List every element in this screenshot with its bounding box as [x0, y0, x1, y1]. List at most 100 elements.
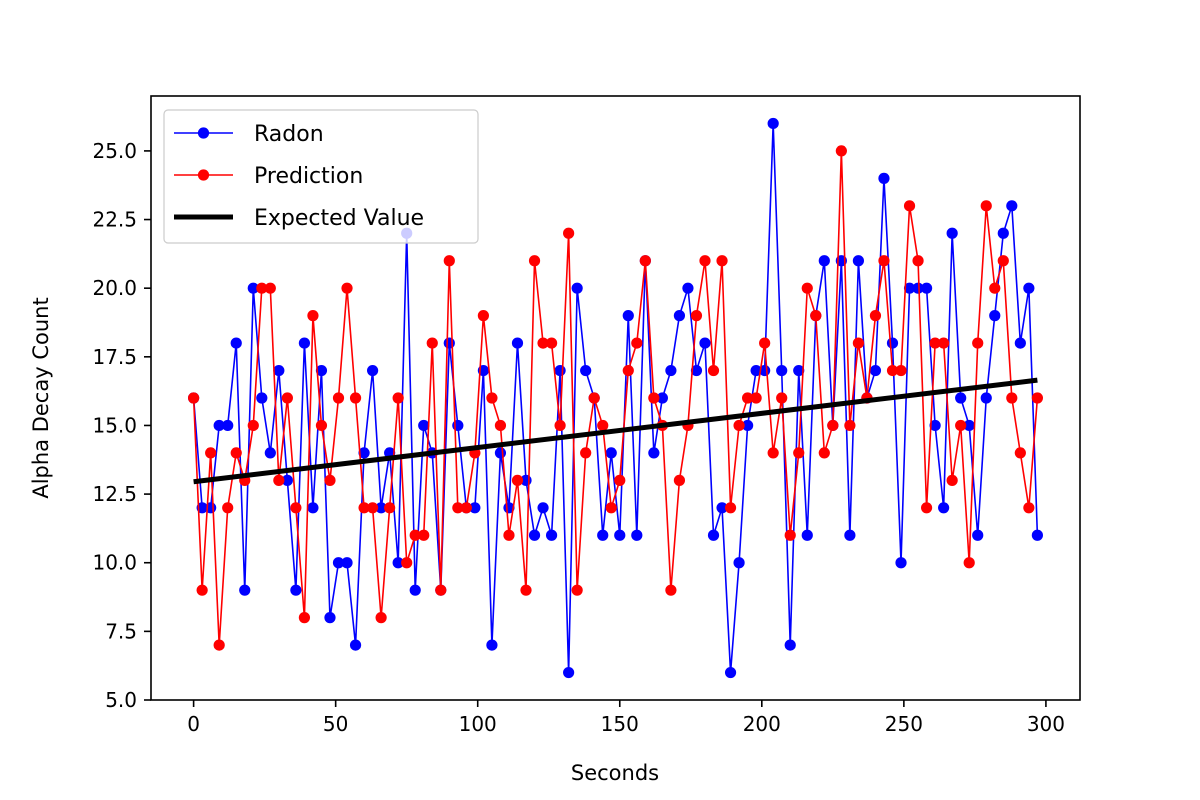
- data-point-prediction: [929, 337, 941, 349]
- y-tick-label: 20.0: [92, 276, 137, 300]
- data-point-radon: [511, 337, 524, 349]
- data-point-prediction: [980, 200, 992, 212]
- data-point-prediction: [205, 447, 217, 459]
- x-axis-label: Seconds: [571, 761, 659, 785]
- data-point-radon: [903, 282, 916, 294]
- data-point-prediction: [989, 282, 1001, 294]
- data-point-prediction: [1014, 447, 1026, 459]
- legend-marker-prediction: [197, 169, 210, 181]
- data-point-prediction: [264, 282, 276, 294]
- data-point-prediction: [545, 337, 558, 349]
- data-point-prediction: [827, 419, 839, 432]
- data-point-prediction: [494, 419, 507, 432]
- data-point-prediction: [222, 502, 234, 514]
- data-point-radon: [554, 364, 566, 377]
- data-point-prediction: [358, 502, 370, 514]
- data-point-prediction: [230, 447, 242, 459]
- data-point-radon: [690, 364, 703, 377]
- data-point-prediction: [367, 502, 379, 514]
- data-point-prediction: [1023, 502, 1035, 514]
- data-point-radon: [222, 419, 234, 432]
- data-point-prediction: [707, 364, 720, 377]
- data-point-radon: [912, 282, 924, 294]
- data-point-radon: [213, 419, 225, 432]
- data-point-radon: [920, 282, 933, 294]
- data-point-prediction: [281, 392, 293, 404]
- data-point-prediction: [511, 474, 524, 486]
- data-point-radon: [886, 337, 899, 349]
- data-point-prediction: [580, 447, 592, 459]
- data-point-prediction: [392, 392, 404, 404]
- data-point-prediction: [324, 474, 336, 486]
- data-point-prediction: [852, 337, 865, 349]
- data-point-prediction: [477, 310, 489, 322]
- data-point-radon: [767, 117, 779, 130]
- data-point-prediction: [401, 557, 413, 569]
- data-point-prediction: [793, 447, 805, 459]
- data-point-radon: [801, 529, 813, 541]
- data-point-prediction: [724, 502, 737, 514]
- data-point-radon: [307, 502, 319, 514]
- data-point-prediction: [844, 419, 856, 432]
- data-point-radon: [716, 502, 728, 514]
- data-point-radon: [707, 529, 720, 541]
- data-point-prediction: [315, 419, 328, 432]
- data-point-radon: [494, 447, 507, 459]
- data-point-radon: [631, 529, 643, 541]
- data-point-radon: [256, 392, 268, 404]
- data-point-prediction: [597, 419, 609, 432]
- y-tick-label: 22.5: [92, 208, 137, 232]
- data-point-prediction: [733, 419, 745, 432]
- data-point-radon: [844, 529, 856, 541]
- y-axis-label: Alpha Decay Count: [29, 297, 53, 498]
- data-point-radon: [622, 310, 634, 322]
- data-point-radon: [682, 282, 694, 294]
- data-point-prediction: [912, 255, 924, 267]
- data-point-radon: [264, 447, 276, 459]
- data-point-radon: [537, 502, 549, 514]
- data-point-prediction: [273, 474, 285, 486]
- data-point-radon: [742, 419, 754, 432]
- legend-marker-radon: [197, 127, 210, 139]
- data-point-radon: [946, 227, 958, 239]
- data-point-radon: [818, 255, 830, 267]
- data-point-prediction: [332, 392, 345, 404]
- data-point-radon: [324, 612, 336, 624]
- legend-label-prediction: Prediction: [254, 164, 363, 189]
- data-point-radon: [614, 529, 626, 541]
- data-point-radon: [869, 364, 882, 377]
- data-point-prediction: [614, 474, 626, 486]
- data-point-radon: [375, 502, 387, 514]
- data-point-prediction: [1006, 392, 1018, 404]
- data-point-prediction: [639, 255, 651, 267]
- data-point-radon: [972, 529, 984, 541]
- data-point-prediction: [835, 145, 847, 157]
- data-point-prediction: [767, 447, 779, 459]
- data-point-radon: [1023, 282, 1035, 294]
- data-point-prediction: [443, 255, 455, 267]
- data-point-radon: [298, 337, 311, 349]
- data-point-radon: [418, 419, 430, 432]
- data-point-prediction: [307, 310, 319, 322]
- data-point-prediction: [290, 502, 302, 514]
- data-point-prediction: [818, 447, 830, 459]
- data-point-prediction: [699, 255, 711, 267]
- plot-frame: [150, 95, 1081, 701]
- data-point-radon: [793, 364, 805, 377]
- data-point-prediction: [554, 419, 566, 432]
- data-point-prediction: [537, 337, 549, 349]
- data-point-prediction: [188, 392, 200, 404]
- data-point-radon: [955, 392, 967, 404]
- data-point-radon: [367, 364, 379, 377]
- data-point-prediction: [886, 364, 899, 377]
- data-point-radon: [1006, 200, 1018, 212]
- data-point-radon: [929, 419, 941, 432]
- data-point-radon: [349, 639, 362, 651]
- data-point-prediction: [503, 529, 515, 541]
- y-tick-label: 7.5: [105, 619, 137, 643]
- data-point-prediction: [384, 502, 396, 514]
- y-tick-label: 10.0: [92, 551, 137, 575]
- data-point-prediction: [298, 612, 311, 624]
- data-point-radon: [315, 364, 328, 377]
- data-point-radon: [273, 364, 285, 377]
